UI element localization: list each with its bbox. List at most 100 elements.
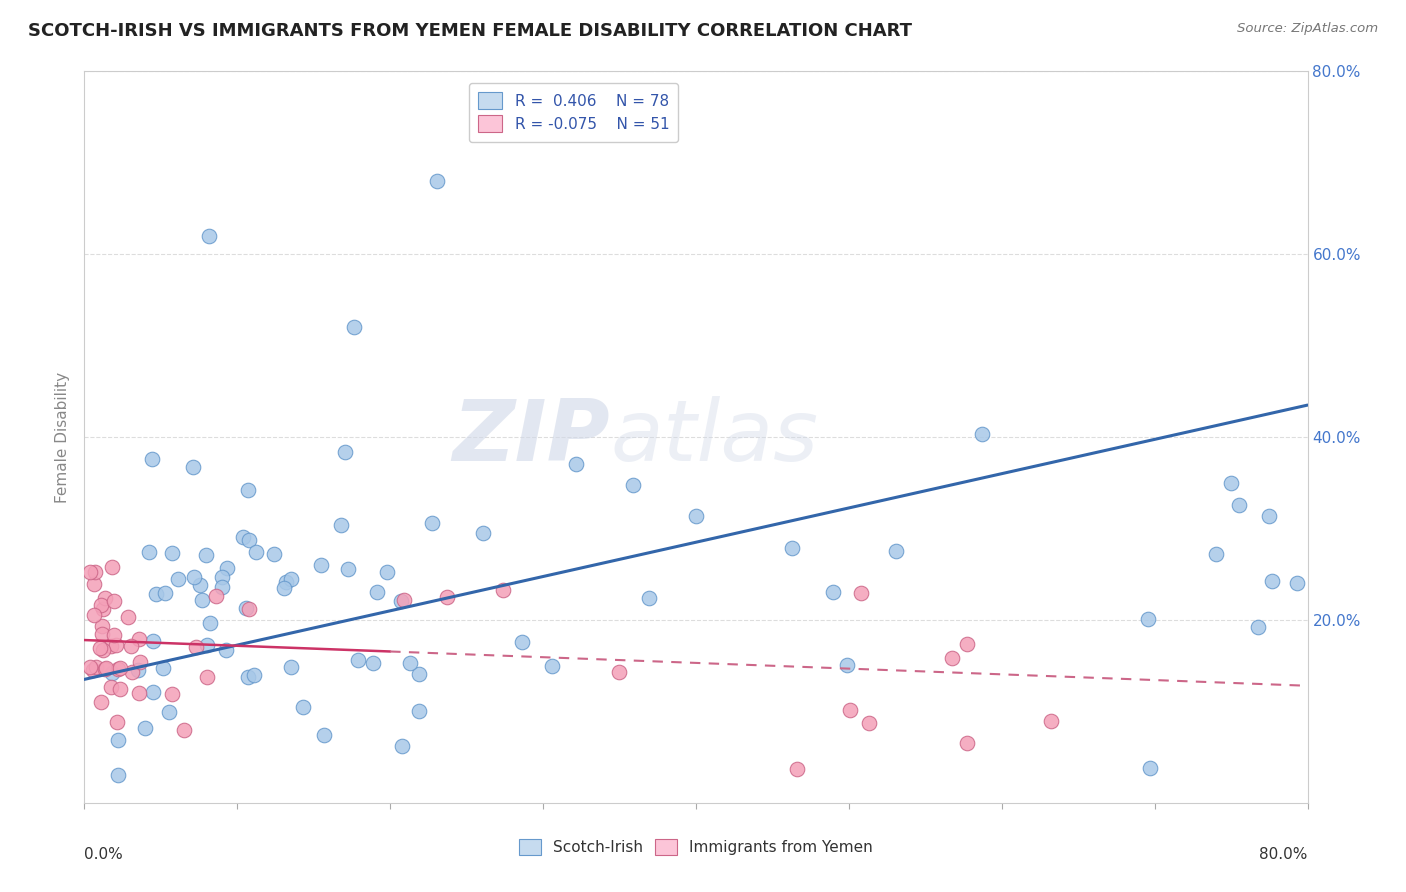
Point: [184, 640, 207, 654]
Point: [426, 174, 449, 188]
Point: [183, 569, 205, 583]
Point: [83, 607, 105, 622]
Point: [884, 544, 907, 558]
Point: [134, 721, 156, 735]
Point: [685, 508, 707, 523]
Point: [155, 585, 177, 599]
Point: [1040, 714, 1063, 729]
Point: [188, 577, 211, 591]
Point: [408, 705, 430, 719]
Point: [145, 586, 167, 600]
Point: [858, 716, 880, 731]
Y-axis label: Female Disability: Female Disability: [55, 371, 70, 503]
Point: [311, 558, 333, 573]
Point: [851, 586, 873, 600]
Point: [1285, 575, 1308, 590]
Point: [90, 598, 112, 612]
Legend: Scotch-Irish, Immigrants from Yemen: Scotch-Irish, Immigrants from Yemen: [513, 833, 879, 861]
Point: [1137, 612, 1160, 626]
Point: [107, 768, 129, 782]
Point: [91, 643, 114, 657]
Point: [195, 548, 218, 562]
Point: [211, 570, 233, 584]
Point: [79, 660, 101, 674]
Point: [780, 541, 803, 556]
Point: [972, 427, 994, 442]
Point: [638, 591, 661, 605]
Point: [90, 695, 112, 709]
Point: [108, 660, 131, 674]
Point: [1261, 574, 1284, 589]
Point: [160, 546, 183, 560]
Point: [103, 628, 125, 642]
Point: [607, 665, 630, 679]
Point: [1205, 547, 1227, 561]
Point: [121, 665, 143, 679]
Point: [127, 663, 149, 677]
Text: SCOTCH-IRISH VS IMMIGRANTS FROM YEMEN FEMALE DISABILITY CORRELATION CHART: SCOTCH-IRISH VS IMMIGRANTS FROM YEMEN FE…: [28, 22, 912, 40]
Point: [138, 544, 160, 558]
Point: [82, 663, 104, 677]
Point: [565, 457, 588, 471]
Point: [510, 634, 533, 648]
Point: [236, 670, 259, 684]
Point: [472, 525, 495, 540]
Point: [276, 574, 298, 589]
Point: [105, 715, 128, 730]
Point: [84, 565, 107, 579]
Point: [347, 652, 370, 666]
Point: [211, 580, 233, 594]
Point: [1219, 475, 1241, 490]
Point: [167, 572, 190, 586]
Point: [956, 637, 979, 651]
Text: ZIP: ZIP: [453, 395, 610, 479]
Point: [128, 655, 150, 669]
Point: [436, 590, 458, 604]
Point: [837, 658, 859, 673]
Point: [215, 560, 238, 574]
Point: [215, 643, 238, 657]
Point: [105, 638, 128, 652]
Point: [399, 656, 422, 670]
Point: [173, 723, 195, 737]
Point: [84, 660, 107, 674]
Point: [238, 533, 260, 548]
Point: [107, 733, 129, 747]
Point: [838, 703, 860, 717]
Point: [292, 699, 315, 714]
Point: [89, 640, 111, 655]
Point: [823, 585, 845, 599]
Point: [100, 681, 122, 695]
Point: [100, 640, 122, 654]
Point: [94, 591, 117, 605]
Point: [232, 530, 254, 544]
Point: [280, 660, 302, 674]
Point: [1139, 761, 1161, 775]
Point: [198, 615, 221, 630]
Point: [128, 686, 150, 700]
Point: [245, 545, 267, 559]
Point: [101, 665, 124, 680]
Point: [375, 566, 398, 580]
Point: [1257, 509, 1279, 524]
Point: [420, 516, 443, 530]
Point: [361, 656, 384, 670]
Point: [623, 478, 645, 492]
Point: [337, 562, 360, 576]
Point: [103, 594, 125, 608]
Point: [142, 634, 165, 648]
Point: [330, 517, 353, 532]
Point: [204, 589, 226, 603]
Point: [941, 651, 963, 665]
Text: Source: ZipAtlas.com: Source: ZipAtlas.com: [1237, 22, 1378, 36]
Point: [366, 585, 388, 599]
Point: [91, 602, 114, 616]
Point: [343, 320, 366, 334]
Point: [333, 445, 356, 459]
Point: [141, 685, 163, 699]
Point: [160, 687, 183, 701]
Point: [312, 728, 335, 742]
Point: [389, 594, 412, 608]
Point: [79, 566, 101, 580]
Point: [786, 762, 808, 776]
